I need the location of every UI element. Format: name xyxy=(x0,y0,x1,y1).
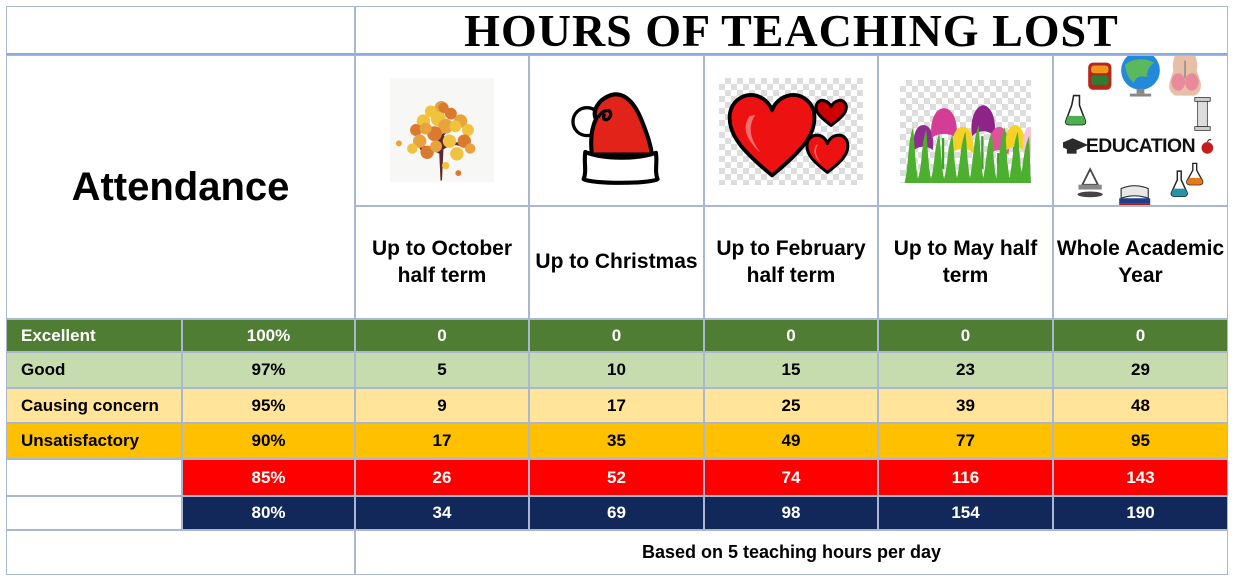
svg-text:EDUCATION: EDUCATION xyxy=(1086,134,1195,156)
